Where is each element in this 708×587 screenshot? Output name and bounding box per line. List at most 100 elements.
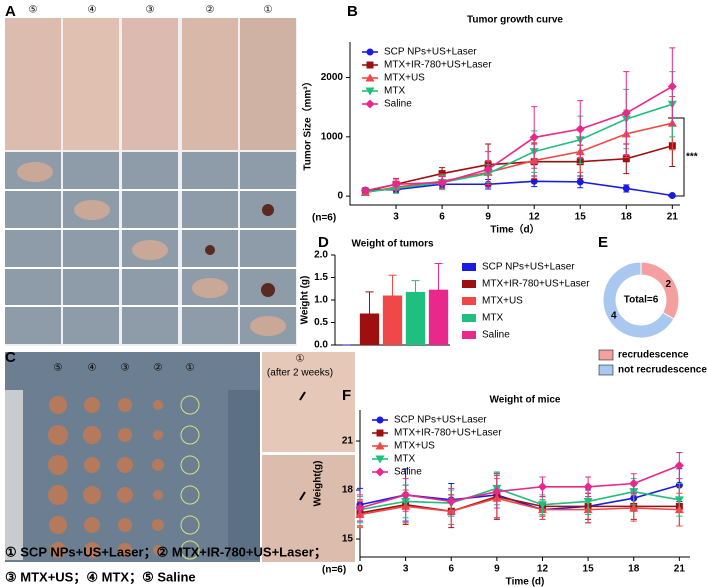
marker	[365, 73, 375, 82]
marker	[674, 496, 684, 505]
y-tick-label: 18	[342, 485, 354, 496]
column-label: ③	[121, 363, 130, 374]
slice-label: 4	[611, 310, 617, 321]
legend-label: MTX	[394, 454, 415, 465]
legend-label: MTX+US	[384, 73, 425, 84]
column-label: ②	[206, 5, 215, 16]
error-bar	[434, 263, 443, 290]
caption: ① SCP NPs+US+Laser；② MTX+IR-780+US+Laser…	[5, 544, 327, 560]
panel-label: E	[598, 234, 608, 251]
legend-label: MTX+US	[482, 296, 523, 307]
x-tick-label: 9	[494, 564, 500, 575]
marker	[621, 108, 631, 118]
chart-title: Weight of tumors	[351, 239, 433, 250]
marker	[376, 429, 384, 437]
y-axis-label: Weight (g)	[300, 276, 311, 325]
column-label: ①	[264, 5, 273, 16]
marker	[391, 179, 401, 189]
series-line	[359, 497, 680, 516]
column-label: ⑤	[54, 363, 63, 374]
marker	[674, 461, 684, 471]
y-tick-label: 0.0	[314, 340, 328, 351]
x-tick-label: 0	[357, 564, 363, 575]
x-tick-label: 15	[575, 212, 587, 223]
column-label: ④	[88, 363, 97, 374]
series-line	[359, 495, 680, 514]
column-label: ③	[146, 5, 155, 16]
legend-label: MTX+IR-780+US+Laser	[394, 428, 502, 439]
series-line	[365, 122, 673, 194]
y-axis-label: Weight(g)	[313, 461, 324, 507]
legend-swatch	[462, 280, 476, 288]
column-label: ①	[186, 363, 195, 374]
pie-slice	[640, 261, 680, 320]
bar	[405, 291, 426, 345]
legend-swatch	[462, 263, 476, 271]
x-tick-label: 12	[537, 564, 549, 575]
legend-label: MTX+US	[394, 441, 435, 452]
legend-label: SCP NPs+US+Laser	[394, 415, 487, 426]
marker	[366, 48, 374, 56]
legend-label: MTX	[384, 86, 405, 97]
legend-label: recrudescence	[618, 350, 689, 361]
y-tick-label: 1.0	[314, 295, 328, 306]
chart-title: Tumor growth curve	[467, 15, 563, 26]
x-tick-label: 18	[628, 564, 640, 575]
x-axis-label: Time（d）	[490, 223, 539, 236]
error-bar	[365, 291, 374, 314]
series-line	[365, 103, 673, 193]
marker	[622, 184, 630, 192]
y-axis-label: Tumor Size（mm³）	[301, 76, 314, 170]
x-tick-label: 15	[583, 564, 595, 575]
marker	[667, 81, 677, 91]
marker	[583, 482, 593, 492]
y-tick-label: 0.5	[314, 317, 328, 328]
chart-title: Weight of mice	[490, 395, 561, 406]
column-label: ②	[154, 363, 163, 374]
marker	[401, 490, 411, 500]
panel-label: B	[347, 3, 358, 20]
legend-swatch	[598, 349, 614, 361]
legend-label: SCP NPs+US+Laser	[482, 262, 575, 273]
marker	[575, 124, 585, 134]
caption: ③ MTX+US；④ MTX；⑤ Saline	[5, 569, 196, 585]
panel-label: D	[318, 234, 329, 251]
legend-label: Saline	[384, 99, 412, 110]
marker	[446, 496, 456, 506]
y-tick-label: 1.5	[314, 272, 328, 283]
after-label: (after 2 weeks)	[267, 368, 333, 379]
x-tick-label: 9	[485, 212, 491, 223]
series-line	[359, 487, 680, 511]
marker	[365, 99, 375, 109]
marker	[622, 155, 630, 163]
pie-slice	[602, 261, 675, 339]
column-label: ⑤	[29, 5, 38, 16]
x-tick-label: 3	[403, 564, 409, 575]
x-tick-label: 3	[393, 212, 399, 223]
legend-swatch	[462, 297, 476, 305]
marker	[375, 455, 385, 464]
marker	[629, 503, 639, 512]
x-tick-label: 21	[667, 212, 679, 223]
marker	[576, 178, 584, 186]
marker	[376, 416, 384, 424]
marker	[629, 479, 639, 488]
marker	[537, 501, 547, 510]
y-tick-label: 2000	[321, 72, 344, 83]
marker	[355, 503, 365, 513]
legend-label: SCP NPs+US+Laser	[384, 47, 477, 58]
column-label: ④	[88, 5, 97, 16]
annotation: (n=6)	[312, 213, 336, 224]
marker	[360, 186, 370, 196]
bar	[428, 289, 449, 345]
x-tick-label: 18	[621, 212, 633, 223]
marker	[529, 132, 539, 142]
x-tick-label: 12	[529, 212, 541, 223]
bar	[359, 313, 380, 345]
photo-a	[5, 18, 297, 346]
legend-label: MTX+IR-780+US+Laser	[482, 279, 590, 290]
axis	[349, 42, 680, 206]
marker	[492, 487, 502, 497]
y-tick-label: 15	[342, 534, 354, 545]
